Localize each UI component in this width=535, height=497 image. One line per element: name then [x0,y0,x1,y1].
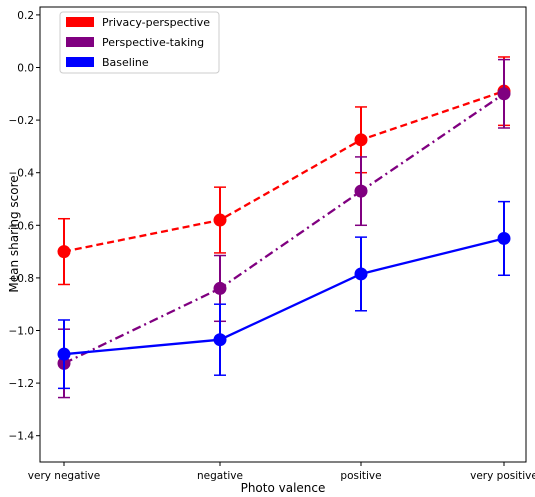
x-tick-label: positive [340,470,381,482]
y-tick-label: −1.2 [9,378,35,390]
plot-frame [39,6,527,463]
data-point [497,87,511,101]
legend-box [59,11,220,74]
series-perspective-taking [57,58,511,399]
y-tick-label: −1.4 [9,431,35,443]
series-line [63,237,505,356]
legend-label-privacy-perspective: Privacy-perspective [102,16,210,29]
data-point [354,267,368,281]
y-tick-label: −0.6 [9,220,35,232]
series-line [63,92,505,365]
x-tick-label: very negative [28,470,100,482]
legend-label-perspective-taking: Perspective-taking [102,36,204,49]
y-axis: 0.2 0.0 −0.2 −0.4 −0.6 −0.8 −1.0 −1.2 −1.4 [9,10,40,443]
data-point [213,333,227,347]
legend: Privacy-perspective Perspective-taking Bas… [59,11,220,74]
x-axis: very negative negative positive very positi… [28,462,535,482]
y-tick-label: −0.2 [9,115,35,127]
series-privacy-perspective [57,56,511,286]
data-point [57,245,71,259]
legend-swatch-baseline [66,57,94,67]
y-axis-label: Mean sharing score [7,175,21,292]
y-tick-label: −1.0 [9,325,35,337]
x-tick-label: negative [197,470,243,482]
legend-label-baseline: Baseline [102,56,149,69]
x-tick-label: very positive [470,470,535,482]
y-tick-label: 0.0 [17,62,34,74]
data-point [497,231,511,245]
data-point [354,133,368,147]
data-point [354,184,368,198]
legend-swatch-perspective-taking [66,37,94,47]
data-point [213,213,227,227]
legend-swatch-privacy-perspective [66,17,94,27]
data-point [213,281,227,295]
series-line [63,90,505,253]
x-axis-label: Photo valence [241,481,326,495]
series-layer [57,56,511,399]
data-point [57,347,71,361]
y-tick-label: −0.8 [9,273,35,285]
series-baseline [57,200,511,390]
y-tick-label: −0.4 [9,168,35,180]
y-tick-label: 0.2 [17,10,34,22]
